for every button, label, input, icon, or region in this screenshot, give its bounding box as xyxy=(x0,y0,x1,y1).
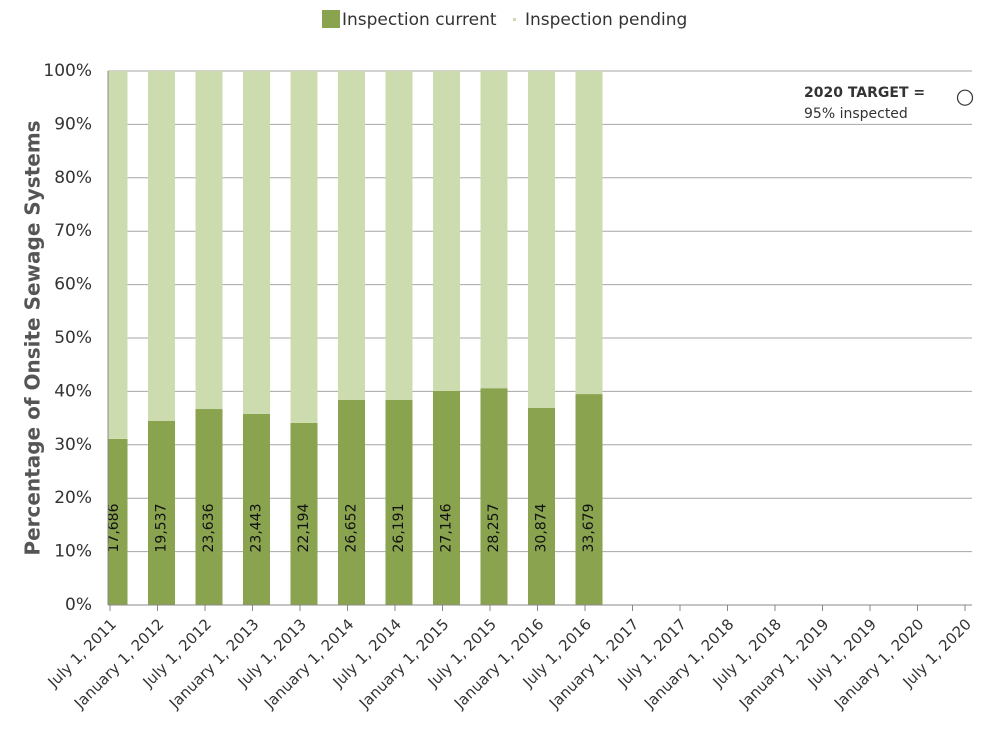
bars xyxy=(108,71,603,605)
data-label: 26,652 xyxy=(344,504,360,553)
data-label: 26,191 xyxy=(391,504,407,553)
bar-segment xyxy=(433,390,460,605)
y-tick-label: 20% xyxy=(54,488,92,508)
bar-segment xyxy=(338,399,365,605)
bar-segment xyxy=(148,71,175,421)
bar-segment xyxy=(480,388,508,605)
y-tick-label: 60% xyxy=(54,275,92,295)
bar-segment xyxy=(385,71,413,400)
bar-segment xyxy=(338,71,365,400)
bar-segment xyxy=(433,71,460,391)
data-label: 19,537 xyxy=(154,504,170,553)
bar-segment xyxy=(290,422,318,605)
data-label: 23,443 xyxy=(249,504,265,553)
legend-swatch xyxy=(513,18,516,21)
y-tick-label: 80% xyxy=(54,168,92,188)
bar-segment xyxy=(108,71,128,439)
bar-segment xyxy=(528,407,555,605)
data-label: 28,257 xyxy=(486,504,502,553)
bar-segment xyxy=(385,399,413,605)
data-label: 30,874 xyxy=(534,503,550,552)
bar-segment xyxy=(290,71,318,423)
target-title: 2020 TARGET = xyxy=(804,85,925,101)
bar-segment xyxy=(480,71,508,389)
data-label: 22,194 xyxy=(296,503,312,552)
data-label: 17,686 xyxy=(106,503,122,552)
legend-label: Inspection pending xyxy=(525,10,687,30)
y-tick-label: 100% xyxy=(43,61,92,81)
target-marker xyxy=(956,89,974,106)
bar-segment xyxy=(575,71,603,395)
y-tick-label: 40% xyxy=(54,381,92,401)
bar-segment xyxy=(108,438,128,605)
bar-segment xyxy=(195,71,223,410)
target-text: 95% inspected xyxy=(804,106,908,122)
y-tick-label: 70% xyxy=(54,221,92,241)
y-axis-title: Percentage of Onsite Sewage Systems xyxy=(21,120,45,555)
bar-segment xyxy=(148,420,175,605)
data-label: 23,636 xyxy=(201,503,217,552)
y-tick-label: 50% xyxy=(54,328,92,348)
y-tick-label: 90% xyxy=(54,114,92,134)
bar-segment xyxy=(528,71,555,408)
y-tick-label: 10% xyxy=(54,542,92,562)
legend-label: Inspection current xyxy=(342,10,497,30)
bar-segment xyxy=(195,409,223,605)
bar-segment xyxy=(243,71,270,414)
data-label: 27,146 xyxy=(439,503,455,552)
legend-swatch xyxy=(322,10,340,28)
y-tick-label: 30% xyxy=(54,435,92,455)
y-tick-label: 0% xyxy=(65,595,92,615)
bar-segment xyxy=(243,413,270,605)
data-label: 33,679 xyxy=(581,504,597,553)
bar-segment xyxy=(575,394,603,605)
